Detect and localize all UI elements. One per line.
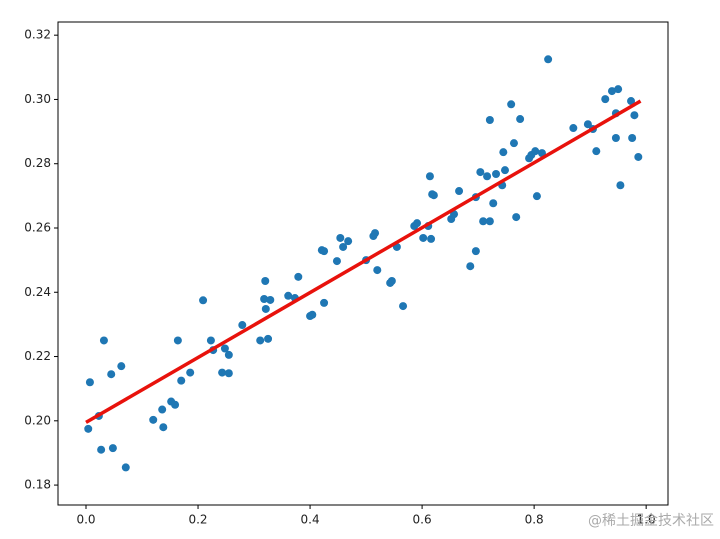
point [371, 229, 380, 238]
x-tick-label: 1.0 [637, 513, 656, 527]
point [485, 116, 494, 125]
point [261, 277, 270, 286]
y-tick-label: 0.32 [24, 28, 51, 42]
point [516, 115, 525, 124]
point [218, 368, 227, 377]
y-tick-label: 0.18 [24, 478, 51, 492]
point [85, 378, 94, 387]
point [500, 166, 509, 175]
y-tick-label: 0.20 [24, 413, 51, 427]
x-tick-label: 0.2 [188, 513, 207, 527]
point [483, 172, 492, 181]
y-tick-label: 0.30 [24, 92, 51, 106]
point [107, 370, 116, 379]
point [583, 120, 592, 129]
point [419, 233, 428, 242]
point [592, 147, 601, 156]
point [320, 247, 329, 256]
point [224, 369, 233, 378]
point [387, 277, 396, 286]
point [628, 134, 637, 143]
point [238, 321, 247, 330]
point [485, 217, 494, 226]
point [320, 298, 329, 307]
point [108, 444, 117, 453]
point [224, 350, 233, 359]
point [399, 302, 408, 311]
point [173, 336, 182, 345]
point [177, 376, 186, 385]
point [492, 170, 501, 179]
x-tick-label: 0.6 [413, 513, 432, 527]
point [627, 97, 636, 106]
point [260, 295, 269, 304]
point [121, 463, 130, 472]
point [117, 362, 126, 371]
point [489, 199, 498, 208]
point [466, 262, 475, 271]
point [607, 87, 616, 96]
point [507, 100, 516, 109]
point [84, 424, 93, 433]
point [476, 168, 485, 177]
fit-line [85, 99, 642, 424]
point [616, 181, 625, 190]
point [509, 139, 518, 148]
point [256, 336, 265, 345]
point [611, 134, 620, 143]
point [569, 124, 578, 133]
point [284, 291, 293, 300]
point [158, 405, 167, 414]
point [97, 445, 106, 454]
point [614, 85, 623, 94]
x-tick-label: 0.8 [525, 513, 544, 527]
point [471, 247, 480, 256]
point [427, 234, 436, 243]
point [455, 187, 464, 196]
point [332, 257, 341, 266]
point [601, 95, 610, 104]
point [373, 266, 382, 275]
point [261, 304, 270, 313]
point [532, 192, 541, 201]
point [512, 213, 521, 222]
point [308, 310, 317, 319]
y-tick-label: 0.22 [24, 349, 51, 363]
x-tick-label: 0.4 [301, 513, 320, 527]
point [149, 415, 158, 424]
point [630, 111, 639, 120]
point [479, 217, 488, 226]
point [99, 336, 108, 345]
point [220, 344, 229, 353]
watermark: @稀土掘金技术社区 [588, 513, 714, 529]
plot-frame [57, 21, 669, 506]
point [429, 191, 438, 200]
point [499, 148, 508, 157]
point [344, 237, 353, 246]
point [425, 172, 434, 181]
point [294, 272, 303, 281]
point [413, 219, 422, 228]
y-tick-label: 0.24 [24, 285, 51, 299]
point [159, 423, 168, 432]
point [199, 296, 208, 305]
point [544, 55, 553, 64]
point [264, 334, 273, 343]
point [336, 233, 345, 242]
point [339, 242, 348, 251]
point [171, 400, 180, 409]
point [634, 152, 643, 161]
x-tick-label: 0.0 [76, 513, 95, 527]
y-tick-label: 0.26 [24, 220, 51, 234]
point [186, 368, 195, 377]
y-tick-label: 0.28 [24, 156, 51, 170]
point [531, 147, 540, 156]
point [266, 295, 275, 304]
point [206, 336, 215, 345]
